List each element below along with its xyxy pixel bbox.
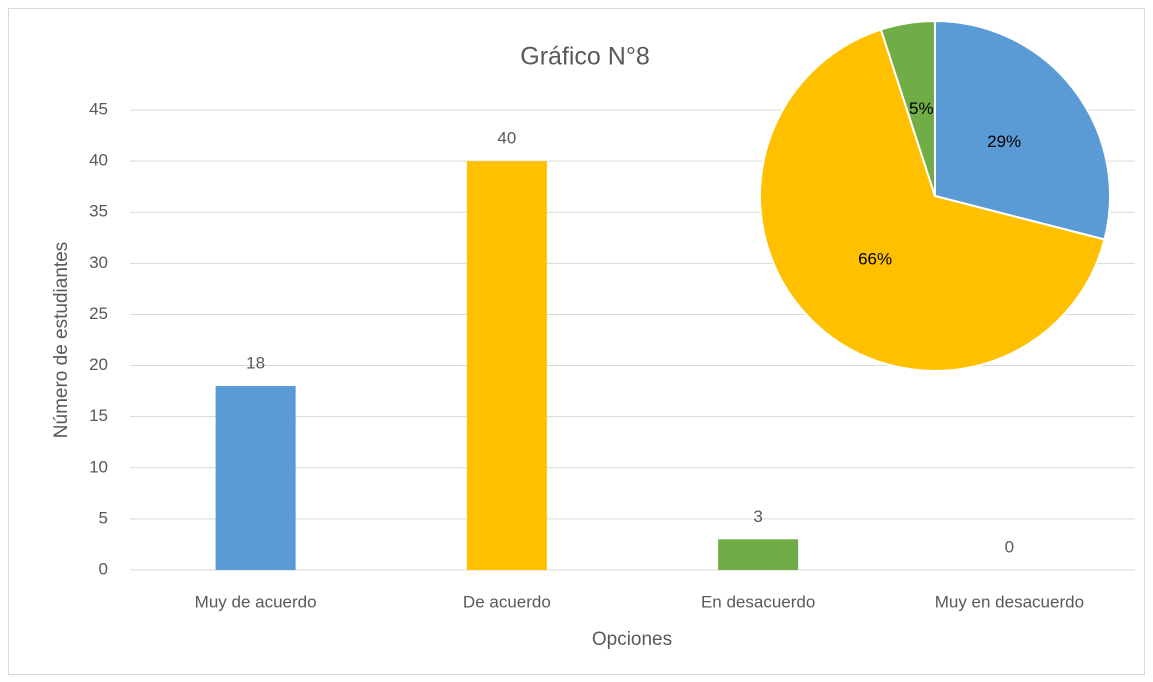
y-tick-label: 5 bbox=[99, 508, 108, 527]
y-tick-label: 45 bbox=[89, 99, 108, 118]
slice-label: 5% bbox=[909, 99, 934, 118]
y-axis-label: Número de estudiantes bbox=[51, 242, 72, 438]
data-label: 3 bbox=[753, 507, 762, 526]
y-tick-label: 10 bbox=[89, 457, 108, 476]
x-axis-label: Opciones bbox=[592, 629, 672, 650]
pie-slice bbox=[934, 19, 1111, 241]
x-tick-label: Muy en desacuerdo bbox=[935, 592, 1084, 611]
data-label: 0 bbox=[1005, 537, 1014, 556]
data-label: 40 bbox=[497, 129, 516, 148]
y-tick-label: 25 bbox=[89, 304, 108, 323]
y-tick-label: 20 bbox=[89, 355, 108, 374]
x-tick-label: De acuerdo bbox=[463, 592, 551, 611]
x-tick-label: En desacuerdo bbox=[701, 592, 815, 611]
bar bbox=[466, 161, 547, 570]
bar bbox=[215, 386, 296, 570]
x-tick-label: Muy de acuerdo bbox=[195, 592, 317, 611]
y-tick-label: 40 bbox=[89, 151, 108, 170]
y-tick-label: 30 bbox=[89, 253, 108, 272]
slice-label: 29% bbox=[987, 132, 1021, 151]
pie-slice bbox=[758, 28, 1106, 373]
y-tick-label: 0 bbox=[99, 559, 108, 578]
chart-title: Gráfico N°8 bbox=[520, 43, 649, 71]
data-label: 18 bbox=[246, 353, 265, 372]
slice-label: 66% bbox=[858, 249, 892, 268]
y-tick-label: 35 bbox=[89, 202, 108, 221]
chart-frame bbox=[8, 8, 1145, 675]
bar bbox=[718, 539, 799, 570]
y-tick-label: 15 bbox=[89, 406, 108, 425]
pie-slice bbox=[879, 19, 936, 197]
